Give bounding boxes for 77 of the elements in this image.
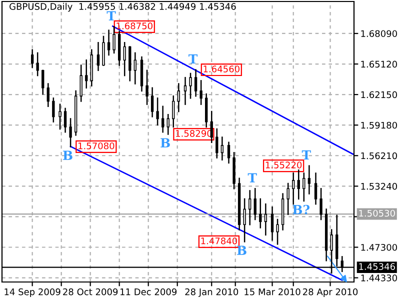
candlestick [210,110,213,143]
candlestick [58,104,62,130]
candlestick [123,42,126,76]
annotation: 1.68750 [116,22,152,30]
candlestick [200,80,202,105]
candlestick [161,106,164,133]
annotation: B [160,138,170,148]
y-tick-label: 1.65120 [361,60,397,68]
candlestick [276,218,279,245]
ref-line-label: 1.50530 [359,210,395,217]
candlestick [150,87,154,118]
candlestick [314,172,318,205]
x-tick-label: 28 Apr 2010 [303,288,358,297]
candlestick [297,170,300,200]
candlestick [220,136,224,160]
annotation: 1.64560 [204,66,240,72]
candlestick [36,52,39,76]
candlestick [184,76,187,105]
candlestick [42,70,44,95]
annotation: T [106,11,116,20]
ref-line-label: 1.45346 [359,263,395,270]
candlestick [69,118,72,148]
annotation: B? [292,204,310,214]
candlestick [177,83,180,112]
x-tick-label: 15 Mar 2010 [244,288,300,296]
annotation: B [237,246,246,255]
candlestick [302,172,306,202]
candlestick [216,128,218,158]
candlestick [227,142,230,164]
annotation: 1.57080 [78,142,114,150]
annotation: T [188,54,198,64]
annotation: T [302,150,311,160]
candlestick [320,188,322,220]
candlestick [112,26,116,54]
y-tick-label: 1.59180 [361,122,397,129]
candlestick [52,98,55,122]
candlestick [254,188,256,220]
candlestick [128,46,132,82]
candlestick [46,83,50,108]
y-tick-label: 1.56210 [361,152,397,160]
candlestick [243,198,246,242]
candlestick [166,114,170,135]
annotation: B [63,150,72,160]
candlestick [85,59,88,88]
candlestick [248,190,252,226]
y-tick-label: 1.44330 [361,274,397,282]
candlestick [259,198,262,228]
x-tick-label: 14 Sep 2009 [4,288,60,297]
candlestick [270,206,274,241]
annotation: 1.47840 [201,237,238,244]
x-tick-label: 28 Jan 2010 [185,288,238,297]
candlestick [146,70,148,105]
candlestick [102,36,105,66]
annotation: 1.55220 [266,162,302,168]
candlestick [264,203,268,236]
candlestick [308,165,311,194]
candlestick [64,108,67,133]
candlestick [172,95,175,128]
chart-title: GBPUSD,Daily 1.45955 1.46382 1.44949 1.45346 [10,2,236,12]
candlestick [286,182,290,215]
candlestick [292,172,295,205]
candlestick [107,30,110,56]
x-tick-label: 28 Oct 2009 [63,288,118,296]
candlestick [134,52,136,84]
candlestick [30,49,34,68]
x-tick-label: 11 Dec 2009 [120,288,177,296]
candlestick [194,69,198,97]
y-tick-label: 1.68090 [361,30,397,38]
candlestick [96,42,100,72]
annotation: T [248,173,257,182]
candlestick [156,98,159,126]
candlestick [189,72,192,99]
y-tick-label: 1.47300 [361,244,397,251]
y-tick-label: 1.62150 [361,91,397,98]
candlestick [80,64,82,102]
y-tick-label: 1.53240 [361,182,397,190]
candlestick [205,93,208,128]
